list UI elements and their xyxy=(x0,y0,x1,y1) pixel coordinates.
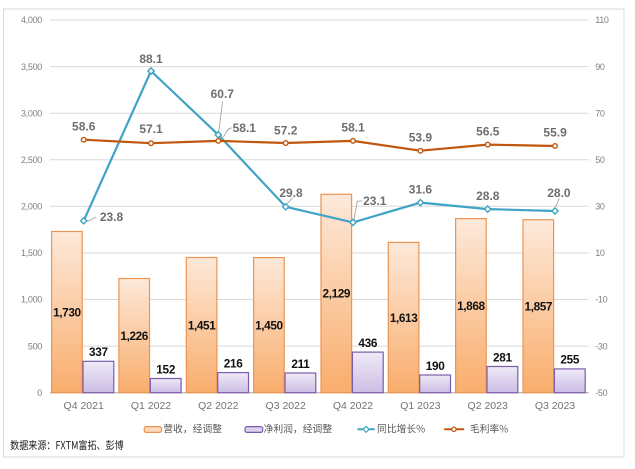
svg-text:1,730: 1,730 xyxy=(53,305,81,319)
svg-text:1,500: 1,500 xyxy=(21,248,42,258)
svg-text:56.5: 56.5 xyxy=(476,124,500,138)
svg-text:1,451: 1,451 xyxy=(188,318,216,332)
svg-text:-30: -30 xyxy=(595,341,607,351)
svg-text:Q2 2022: Q2 2022 xyxy=(198,400,238,412)
svg-text:-50: -50 xyxy=(595,388,607,398)
svg-text:110: 110 xyxy=(595,15,609,25)
svg-text:53.9: 53.9 xyxy=(409,130,433,144)
svg-text:216: 216 xyxy=(224,356,244,370)
svg-text:3,000: 3,000 xyxy=(21,108,42,118)
svg-text:Q4 2021: Q4 2021 xyxy=(64,400,104,412)
svg-text:500: 500 xyxy=(28,341,42,351)
svg-text:2,500: 2,500 xyxy=(21,155,42,165)
svg-text:Q2 2023: Q2 2023 xyxy=(468,400,508,412)
svg-text:58.1: 58.1 xyxy=(233,121,257,135)
svg-text:1,450: 1,450 xyxy=(255,318,283,332)
svg-text:10: 10 xyxy=(595,248,605,258)
svg-text:31.6: 31.6 xyxy=(409,182,433,196)
svg-text:90: 90 xyxy=(595,62,605,72)
svg-text:55.9: 55.9 xyxy=(543,126,567,140)
svg-text:0: 0 xyxy=(37,388,42,398)
svg-text:70: 70 xyxy=(595,108,605,118)
svg-text:Q1 2023: Q1 2023 xyxy=(400,400,440,412)
svg-text:1,226: 1,226 xyxy=(120,329,148,343)
svg-text:57.2: 57.2 xyxy=(274,124,298,138)
svg-text:Q1 2022: Q1 2022 xyxy=(131,400,171,412)
svg-text:190: 190 xyxy=(426,359,446,373)
svg-text:2,000: 2,000 xyxy=(21,202,42,212)
svg-text:23.1: 23.1 xyxy=(363,194,387,208)
svg-text:28.8: 28.8 xyxy=(476,189,500,203)
svg-text:23.8: 23.8 xyxy=(100,210,124,224)
svg-text:30: 30 xyxy=(595,202,605,212)
svg-text:60.7: 60.7 xyxy=(211,87,235,101)
svg-text:2,129: 2,129 xyxy=(323,287,351,301)
svg-text:1,613: 1,613 xyxy=(390,311,418,325)
svg-text:281: 281 xyxy=(493,350,513,364)
svg-text:Q3 2022: Q3 2022 xyxy=(266,400,306,412)
svg-text:152: 152 xyxy=(156,362,176,376)
svg-text:1,000: 1,000 xyxy=(21,295,42,305)
svg-text:58.1: 58.1 xyxy=(341,121,365,135)
svg-text:57.1: 57.1 xyxy=(139,122,163,136)
svg-text:1,868: 1,868 xyxy=(457,299,485,313)
svg-text:436: 436 xyxy=(358,336,378,350)
svg-text:211: 211 xyxy=(291,357,310,371)
svg-text:-10: -10 xyxy=(595,295,607,305)
svg-text:29.8: 29.8 xyxy=(279,186,303,200)
svg-text:50: 50 xyxy=(595,155,605,165)
svg-text:Q3 2023: Q3 2023 xyxy=(535,400,575,412)
svg-text:Q4 2022: Q4 2022 xyxy=(333,400,373,412)
svg-text:1,857: 1,857 xyxy=(525,299,553,313)
svg-text:28.0: 28.0 xyxy=(547,186,571,200)
svg-text:3,500: 3,500 xyxy=(21,62,42,72)
svg-text:255: 255 xyxy=(560,353,580,367)
svg-text:337: 337 xyxy=(89,345,109,359)
svg-text:88.1: 88.1 xyxy=(139,52,163,66)
svg-text:4,000: 4,000 xyxy=(21,15,42,25)
svg-text:58.6: 58.6 xyxy=(72,120,96,134)
